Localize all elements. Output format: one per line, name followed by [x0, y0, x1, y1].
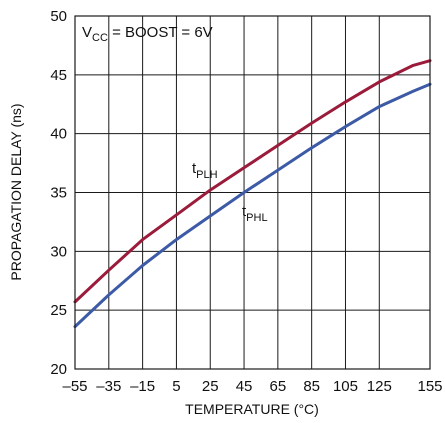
series-lines [73, 59, 432, 329]
y-tick-label: 30 [50, 243, 67, 260]
tplh-label: tPLH [192, 160, 218, 181]
x-tick-label: 65 [270, 378, 287, 395]
series-line-tplh [73, 59, 432, 304]
tplh-label-sub: PLH [196, 169, 217, 181]
x-tick-label: 5 [172, 378, 180, 395]
vcc-annotation-rest: = BOOST = 6V [108, 24, 213, 41]
tphl-label-sub: PHL [246, 212, 267, 224]
y-tick-label: 40 [50, 126, 67, 143]
y-axis-label: PROPAGATION DELAY (ns) [8, 103, 24, 280]
tphl-label: tPHL [242, 203, 268, 224]
series-line-tphl [73, 82, 432, 329]
x-tick-label: –35 [96, 378, 121, 395]
x-tick-label: 125 [367, 378, 392, 395]
vcc-annotation-sub: CC [92, 32, 108, 44]
y-tick-label: 20 [50, 361, 67, 378]
x-tick-label: 45 [236, 378, 253, 395]
x-tick-label: 25 [202, 378, 219, 395]
y-tick-label: 45 [50, 67, 67, 84]
y-tick-label: 25 [50, 302, 67, 319]
grid-lines [74, 15, 431, 370]
x-tick-label: –15 [130, 378, 155, 395]
plot-frame [74, 15, 431, 370]
tplh-label-main: t [192, 160, 197, 177]
tick-labels: –55 –35 –15 5 25 45 65 85 105 125 155 20 25 30 35 40 45 5… [50, 8, 442, 395]
x-axis-label: TEMPERATURE (°C) [185, 401, 319, 417]
x-tick-label: –55 [62, 378, 87, 395]
x-tick-label: 85 [303, 378, 320, 395]
x-tick-label: 105 [333, 378, 358, 395]
y-tick-label: 35 [50, 185, 67, 202]
vcc-annotation: VCC = BOOST = 6V [82, 24, 213, 44]
vcc-annotation-main: V [82, 24, 92, 41]
tphl-label-main: t [242, 203, 247, 220]
x-tick-label: 155 [417, 378, 442, 395]
y-tick-label: 50 [50, 8, 67, 25]
